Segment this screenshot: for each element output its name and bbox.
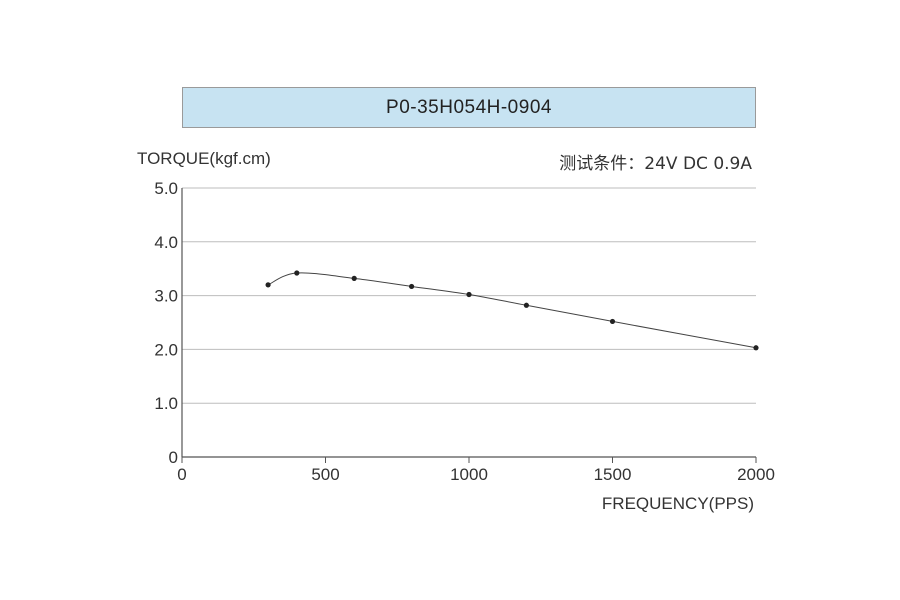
- data-point: [294, 270, 300, 276]
- data-point: [523, 302, 530, 308]
- y-tick-label: 0: [169, 448, 178, 467]
- test-conditions: 测试条件：24V DC 0.9A: [559, 154, 752, 174]
- y-tick-label: 2.0: [154, 340, 178, 359]
- model-title: P0-35H054H-0904: [386, 96, 552, 118]
- data-point: [466, 291, 472, 298]
- x-axis-label: FREQUENCY(PPS): [601, 494, 754, 513]
- x-tick-label: 1500: [594, 465, 632, 484]
- torque-curve: [267, 272, 757, 349]
- y-tick-label: 1.0: [154, 394, 178, 413]
- x-tick-label: 2000: [737, 465, 775, 484]
- y-tick-label: 4.0: [154, 233, 178, 252]
- y-axis-label: TORQUE(kgf.cm): [137, 149, 271, 168]
- data-point: [351, 275, 357, 281]
- data-point: [753, 345, 759, 351]
- data-point: [265, 282, 271, 288]
- x-tick-label: 1000: [450, 465, 488, 484]
- x-tick-label: 500: [311, 465, 339, 484]
- model-title-box: P0-35H054H-0904: [182, 87, 756, 128]
- y-tick-label: 5.0: [154, 179, 178, 198]
- data-point: [409, 283, 415, 290]
- x-tick-label: 0: [177, 465, 186, 484]
- data-point: [609, 318, 616, 325]
- y-tick-label: 3.0: [154, 287, 178, 306]
